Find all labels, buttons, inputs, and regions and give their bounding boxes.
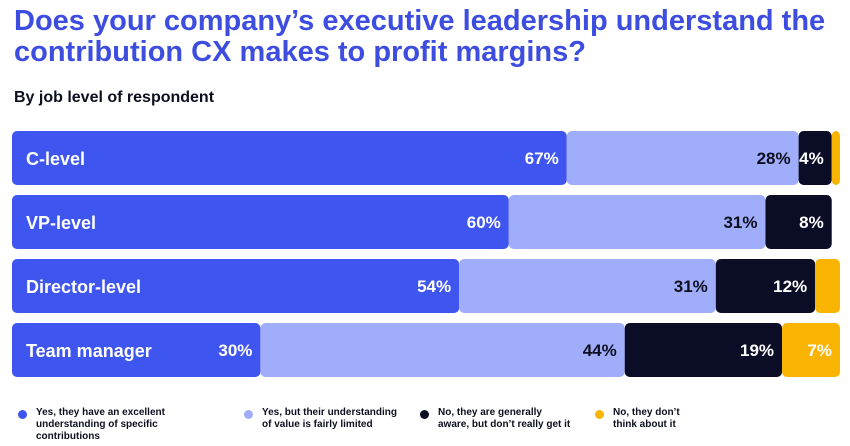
legend-label: Yes, they have an excellent understanding… (36, 407, 165, 442)
legend-label: No, they are generally aware, but don’t r… (438, 407, 571, 430)
bar-segment-c-level-3 (798, 131, 832, 185)
chart-title: Does your company’s executive leadership… (14, 5, 826, 68)
legend-swatch-dont-think (595, 410, 604, 419)
bar-row-director-level: 54% 31% 12% Director-level (12, 259, 840, 313)
legend-item-excellent: Yes, they have an excellent understanding… (18, 407, 216, 443)
data-label-team-manager-4: 7% (807, 341, 832, 360)
data-label-vp-level-1: 60% (467, 213, 501, 232)
bar-row-vp-level: 60% 31% 8% VP-level (12, 195, 832, 249)
bar-segment-director-level-3 (715, 259, 816, 313)
data-label-c-level-3: 4% (799, 149, 824, 168)
stacked-bar-chart: 67% 28% 4% C-level 60% 31% 8% VP-level 54% 31% 12%… (12, 131, 840, 377)
bar-segment-director-level-2 (459, 259, 716, 313)
bar-segment-team-manager-4 (782, 323, 840, 377)
bar-segment-c-level-1 (12, 131, 567, 185)
data-label-team-manager-1: 30% (218, 341, 252, 360)
bar-segment-vp-level-1 (12, 195, 509, 249)
bar-segment-team-manager-1 (12, 323, 261, 377)
data-label-c-level-2: 28% (757, 149, 791, 168)
bar-segment-c-level-2 (566, 131, 799, 185)
bar-row-c-level: 67% 28% 4% C-level (12, 131, 840, 185)
legend-swatch-excellent (18, 410, 27, 419)
bar-row-team-manager: 30% 44% 19% 7% Team manager (12, 323, 840, 377)
category-label-vp-level: VP-level (26, 213, 96, 233)
chart-legend: Yes, they have an excellent understanding… (0, 407, 850, 443)
bar-segment-vp-level-3 (765, 195, 832, 249)
legend-label: No, they don’t think about it (613, 407, 680, 430)
category-label-director-level: Director-level (26, 277, 141, 297)
chart-subtitle: By job level of respondent (14, 89, 215, 106)
legend-item-limited: Yes, but their understanding of value is … (244, 407, 442, 431)
legend-label: Yes, but their understanding of value is … (262, 407, 398, 430)
bar-segment-vp-level-2 (508, 195, 766, 249)
data-label-c-level-1: 67% (525, 149, 559, 168)
bar-segment-team-manager-2 (260, 323, 625, 377)
bar-segment-director-level-4 (815, 259, 840, 313)
legend-item-dont-think: No, they don’t think about it (595, 407, 793, 431)
category-label-team-manager: Team manager (26, 341, 152, 361)
data-label-team-manager-3: 19% (740, 341, 774, 360)
bar-segment-c-level-4 (831, 131, 840, 185)
legend-swatch-aware (420, 410, 429, 419)
category-label-c-level: C-level (26, 149, 85, 169)
bar-segment-team-manager-3 (624, 323, 783, 377)
data-label-vp-level-2: 31% (723, 213, 757, 232)
data-label-director-level-1: 54% (417, 277, 451, 296)
legend-swatch-limited (244, 410, 253, 419)
data-label-director-level-3: 12% (773, 277, 807, 296)
data-label-vp-level-3: 8% (799, 213, 824, 232)
legend-item-aware: No, they are generally aware, but don’t r… (420, 407, 618, 431)
data-label-director-level-2: 31% (674, 277, 708, 296)
bar-segment-director-level-1 (12, 259, 460, 313)
data-label-team-manager-2: 44% (583, 341, 617, 360)
